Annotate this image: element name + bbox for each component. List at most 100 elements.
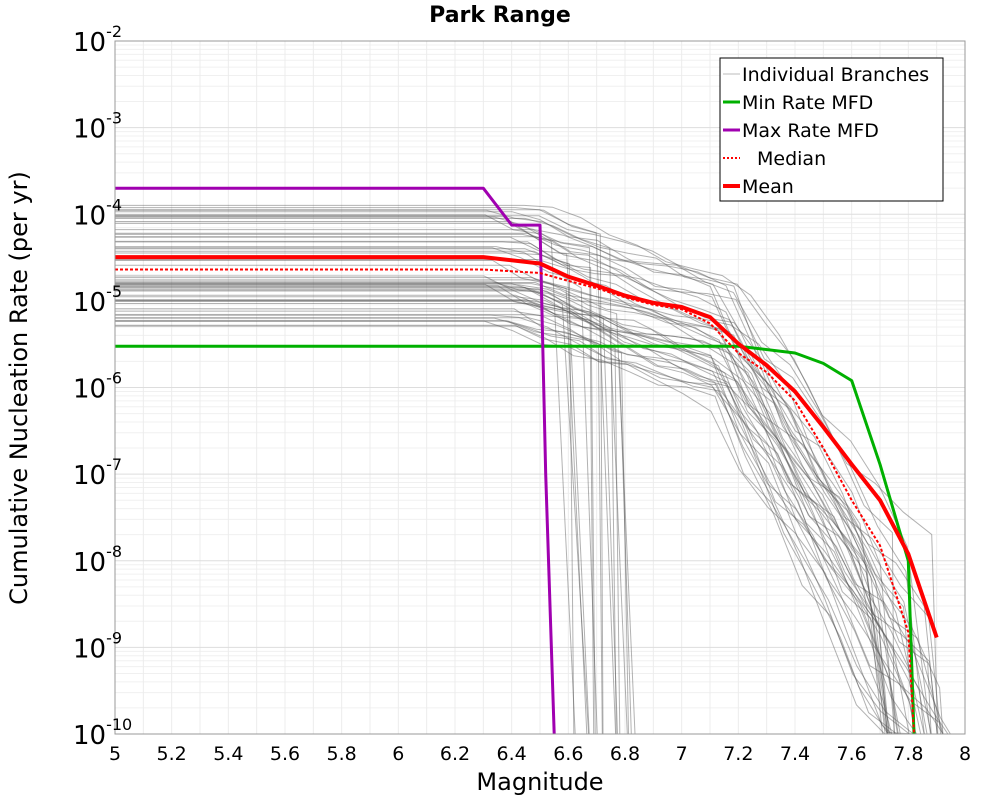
y-tick-base: 10 bbox=[73, 548, 106, 578]
legend-label: Min Rate MFD bbox=[742, 92, 873, 114]
legend-label: Max Rate MFD bbox=[742, 120, 879, 142]
y-tick-base: 10 bbox=[73, 721, 106, 751]
x-tick-label: 7.4 bbox=[780, 743, 810, 765]
x-tick-label: 7.2 bbox=[723, 743, 753, 765]
series-mean bbox=[115, 255, 939, 639]
x-tick-label: 7 bbox=[676, 743, 688, 765]
x-tick-labels: 5 5.2 5.4 5.6 5.8 6 6.2 6.4 6.6 6.8 7 7.2 7.4 7.6 7.8 8 bbox=[109, 743, 971, 765]
y-tick-label: 10-5 bbox=[73, 282, 122, 318]
branch-line bbox=[115, 232, 925, 735]
y-tick-label: 10-9 bbox=[73, 628, 122, 664]
y-tick-base: 10 bbox=[73, 28, 106, 58]
x-tick-label: 7.6 bbox=[837, 743, 867, 765]
x-tick-label: 5.2 bbox=[157, 743, 187, 765]
branch-line bbox=[115, 215, 889, 735]
branch-line bbox=[115, 300, 938, 735]
y-tick-exponent: -10 bbox=[106, 715, 132, 734]
branch-line bbox=[115, 209, 617, 735]
y-tick-base: 10 bbox=[73, 288, 106, 318]
grid bbox=[115, 40, 966, 735]
y-tick-base: 10 bbox=[73, 461, 106, 491]
y-tick-exponent: -2 bbox=[106, 22, 122, 41]
branch-line bbox=[115, 264, 588, 735]
branch-line bbox=[115, 303, 621, 735]
branch-line bbox=[115, 284, 888, 735]
branch-line bbox=[115, 229, 595, 735]
branch-line bbox=[115, 288, 949, 735]
branch-line bbox=[115, 207, 604, 735]
branch-line bbox=[115, 310, 603, 735]
y-tick-label: 10-7 bbox=[73, 455, 122, 491]
x-tick-label: 6.6 bbox=[553, 743, 583, 765]
branch-line bbox=[115, 289, 944, 735]
x-tick-label: 7.8 bbox=[893, 743, 923, 765]
branch-line bbox=[115, 214, 915, 735]
x-axis-label: Magnitude bbox=[476, 768, 603, 796]
branch-line bbox=[115, 299, 898, 735]
branch-line bbox=[115, 209, 944, 735]
branch-line bbox=[115, 320, 629, 735]
chart-title: Park Range bbox=[429, 3, 571, 28]
legend-box bbox=[719, 57, 944, 202]
branch-line bbox=[115, 211, 896, 735]
y-tick-base: 10 bbox=[73, 375, 106, 405]
y-tick-label: 10-2 bbox=[73, 22, 122, 58]
y-tick-exponent: -8 bbox=[106, 542, 122, 561]
branch-line bbox=[115, 283, 636, 735]
branch-line bbox=[115, 280, 889, 735]
x-tick-label: 5 bbox=[109, 743, 121, 765]
legend-label: Individual Branches bbox=[742, 64, 929, 86]
legend-label: Mean bbox=[742, 176, 794, 198]
x-tick-label: 6.4 bbox=[497, 743, 527, 765]
branch-line bbox=[115, 233, 928, 735]
x-tick-label: 6.8 bbox=[610, 743, 640, 765]
legend: Individual Branches Min Rate MFD Max Rate … bbox=[719, 57, 944, 202]
y-tick-exponent: -3 bbox=[106, 109, 122, 128]
branch-line bbox=[115, 241, 932, 735]
branch-line bbox=[115, 247, 944, 735]
individual-branches bbox=[115, 204, 951, 735]
branch-line bbox=[115, 299, 891, 735]
branch-line bbox=[115, 320, 632, 735]
y-tick-label: 10-8 bbox=[73, 542, 122, 578]
branch-line bbox=[115, 287, 628, 735]
branch-line bbox=[115, 325, 949, 735]
branch-line bbox=[115, 204, 895, 735]
branch-line bbox=[115, 279, 888, 735]
x-tick-label: 8 bbox=[959, 743, 971, 765]
branch-line bbox=[115, 248, 910, 735]
branch-line bbox=[115, 282, 890, 735]
branch-line bbox=[115, 320, 926, 735]
legend-label: Median bbox=[757, 148, 826, 170]
y-tick-label: 10-6 bbox=[73, 369, 122, 405]
y-axis-label: Cumulative Nucleation Rate (per yr) bbox=[5, 171, 33, 605]
y-tick-label: 10-10 bbox=[73, 715, 132, 751]
branch-line bbox=[115, 300, 922, 735]
branch-line bbox=[115, 215, 931, 735]
branch-line bbox=[115, 283, 893, 735]
y-tick-exponent: -7 bbox=[106, 455, 122, 474]
branch-line bbox=[115, 294, 951, 735]
series-min-rate-mfd bbox=[115, 344, 916, 735]
branch-line bbox=[115, 222, 939, 735]
y-tick-base: 10 bbox=[73, 634, 106, 664]
branch-line bbox=[115, 250, 596, 735]
x-tick-label: 5.6 bbox=[270, 743, 300, 765]
y-tick-exponent: -6 bbox=[106, 369, 122, 388]
branch-line bbox=[115, 314, 883, 735]
series-lines bbox=[115, 186, 939, 735]
branch-line bbox=[115, 282, 915, 735]
y-tick-label: 10-4 bbox=[73, 195, 122, 231]
y-tick-exponent: -5 bbox=[106, 282, 122, 301]
branch-line bbox=[115, 236, 590, 735]
branch-line bbox=[115, 296, 905, 735]
plot-frame bbox=[114, 40, 966, 735]
branch-line bbox=[115, 308, 943, 735]
branch-line bbox=[115, 277, 942, 735]
y-tick-base: 10 bbox=[73, 115, 106, 145]
series-max-rate-mfd bbox=[115, 186, 556, 735]
y-tick-label: 10-3 bbox=[73, 109, 122, 145]
x-tick-label: 5.8 bbox=[327, 743, 357, 765]
x-tick-label: 5.4 bbox=[213, 743, 243, 765]
y-tick-exponent: -9 bbox=[106, 628, 122, 647]
